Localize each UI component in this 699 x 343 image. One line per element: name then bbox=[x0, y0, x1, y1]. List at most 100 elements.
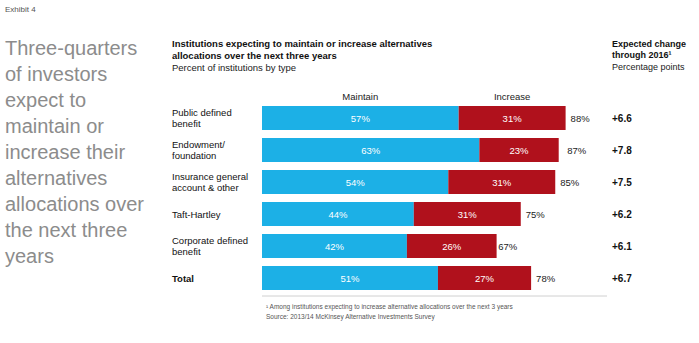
data-label: 31% bbox=[458, 209, 478, 220]
expected-change-value: +6.6 bbox=[612, 113, 632, 124]
exhibit-label-line: Exhibit 4 bbox=[5, 5, 36, 14]
expected-change-value-line: +6.6 bbox=[612, 113, 632, 124]
bar-segment bbox=[438, 266, 531, 290]
expected-change-value-line: +7.5 bbox=[612, 177, 632, 188]
headline: alternatives bbox=[5, 167, 107, 189]
category-label-line: Endowment/ bbox=[172, 139, 225, 150]
data-label-line: 31% bbox=[458, 209, 478, 220]
total-label: 85% bbox=[560, 177, 580, 188]
headline: Three-quarters bbox=[5, 37, 137, 59]
data-label-line: 31% bbox=[492, 177, 512, 188]
data-label: 23% bbox=[510, 145, 530, 156]
category-label: Public definedbenefit bbox=[172, 107, 232, 129]
expected-change-subtitle: Percentage points bbox=[612, 62, 685, 72]
x-axis-line bbox=[262, 296, 607, 297]
expected-change-title-line: Expected change bbox=[612, 39, 686, 49]
data-label-line: 54% bbox=[346, 177, 366, 188]
page: {"chart_data": { "type": "bar", "orienta… bbox=[0, 0, 699, 343]
chart-svg: Exhibit 4 Three-quarters of investors expec… bbox=[0, 0, 699, 343]
headline: allocations over bbox=[5, 193, 144, 215]
expected-change-value: +6.1 bbox=[612, 241, 632, 252]
bar-segment bbox=[479, 138, 558, 162]
source-line: Source: 2013/14 McKinsey Alternative Inv… bbox=[266, 313, 435, 321]
bar-segment bbox=[448, 170, 555, 194]
headline: years bbox=[5, 245, 54, 267]
total-label-line: 88% bbox=[571, 113, 591, 124]
data-label-line: 63% bbox=[361, 145, 381, 156]
data-label: 27% bbox=[475, 273, 495, 284]
bar-segment bbox=[262, 234, 407, 258]
total-label-line: 85% bbox=[560, 177, 580, 188]
chart-subtitle-line: Percent of institutions by type bbox=[172, 62, 296, 73]
bars bbox=[262, 106, 566, 290]
category-label-line: foundation bbox=[172, 150, 216, 161]
data-label: 63% bbox=[361, 145, 381, 156]
data-label: 54% bbox=[346, 177, 366, 188]
total-label: 75% bbox=[526, 209, 546, 220]
category-label-line: Corporate defined bbox=[172, 235, 248, 246]
headline-line: the next three bbox=[5, 219, 127, 241]
legend-entry: Increase bbox=[494, 91, 530, 102]
data-label: 31% bbox=[492, 177, 512, 188]
total-label: 88% bbox=[571, 113, 591, 124]
source: Source: 2013/14 McKinsey Alternative Inv… bbox=[266, 313, 435, 321]
headline: expect to bbox=[5, 89, 86, 111]
expected-change-value-line: +6.1 bbox=[612, 241, 632, 252]
bar-segment bbox=[262, 266, 438, 290]
expected-change-value-line: +6.2 bbox=[612, 209, 632, 220]
bar-segment bbox=[262, 202, 414, 226]
headline-line: of investors bbox=[5, 63, 107, 85]
labels: Public definedbenefitEndowment/foundatio… bbox=[172, 91, 632, 284]
category-label: Corporate definedbenefit bbox=[172, 235, 248, 257]
data-label: 57% bbox=[351, 113, 371, 124]
chart-title-line: Institutions expecting to maintain or in… bbox=[172, 38, 432, 49]
total-label: 67% bbox=[498, 241, 518, 252]
bar-segment bbox=[262, 170, 448, 194]
category-label-line: Public defined bbox=[172, 107, 232, 118]
legend-entry: Maintain bbox=[342, 91, 378, 102]
bar-segment bbox=[414, 202, 521, 226]
expected-change-value-line: +7.8 bbox=[612, 145, 632, 156]
headline-line: alternatives bbox=[5, 167, 107, 189]
headline: the next three bbox=[5, 219, 127, 241]
data-label-line: 27% bbox=[475, 273, 495, 284]
category-label-line: Total bbox=[172, 273, 194, 284]
headline: maintain or bbox=[5, 115, 104, 137]
headline-line: increase their bbox=[5, 141, 125, 163]
data-label-line: 26% bbox=[442, 241, 462, 252]
data-label: 42% bbox=[325, 241, 345, 252]
expected-change-value: +7.8 bbox=[612, 145, 632, 156]
bar-segment bbox=[262, 106, 459, 130]
data-label-line: 44% bbox=[328, 209, 348, 220]
data-label: 51% bbox=[340, 273, 360, 284]
headline: of investors bbox=[5, 63, 107, 85]
data-label-line: 31% bbox=[503, 113, 523, 124]
chart-subtitle: Percent of institutions by type bbox=[172, 62, 296, 73]
expected-change-title-line: through 2016¹ bbox=[612, 50, 672, 60]
exhibit-label: Exhibit 4 bbox=[5, 5, 36, 14]
category-label-line: account & other bbox=[172, 182, 239, 193]
total-label: 78% bbox=[536, 273, 556, 284]
footnote-line: ¹ Among institutions expecting to increa… bbox=[266, 303, 514, 311]
expected-change-title: Expected changethrough 2016¹ bbox=[612, 39, 686, 60]
headline-line: maintain or bbox=[5, 115, 104, 137]
data-label-line: 42% bbox=[325, 241, 345, 252]
headline-line: Three-quarters bbox=[5, 37, 137, 59]
headline-line: expect to bbox=[5, 89, 86, 111]
legend-entry-line: Increase bbox=[494, 91, 530, 102]
total-label: 87% bbox=[567, 145, 587, 156]
footnote: ¹ Among institutions expecting to increa… bbox=[266, 303, 514, 311]
data-label: 26% bbox=[442, 241, 462, 252]
category-label: Insurance generalaccount & other bbox=[172, 171, 248, 193]
category-label-line: benefit bbox=[172, 246, 201, 257]
headline-line: years bbox=[5, 245, 54, 267]
category-label-line: Insurance general bbox=[172, 171, 248, 182]
expected-change-value: +6.7 bbox=[612, 273, 632, 284]
chart-title: Institutions expecting to maintain or in… bbox=[172, 38, 432, 61]
headline-line: allocations over bbox=[5, 193, 144, 215]
bar-segment bbox=[407, 234, 497, 258]
data-label: 44% bbox=[328, 209, 348, 220]
category-label-line: benefit bbox=[172, 118, 201, 129]
total-label-line: 87% bbox=[567, 145, 587, 156]
total-label-line: 75% bbox=[526, 209, 546, 220]
